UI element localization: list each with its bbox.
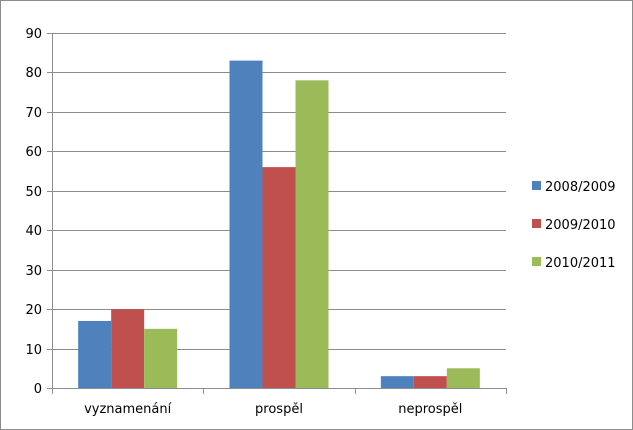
x-tick-label: prospěl (255, 402, 303, 417)
legend-swatch (532, 219, 541, 228)
bar (446, 368, 480, 388)
bar (229, 60, 263, 388)
legend-label: 2009/2010 (545, 218, 616, 233)
y-tick-labels: 0 10 20 30 40 50 60 70 80 90 (25, 27, 42, 397)
x-tick-labels: vyznamenání prospěl neprospěl (84, 402, 462, 417)
bar (144, 328, 178, 388)
bars (78, 60, 480, 388)
y-tick-label: 0 (34, 382, 42, 397)
bar (111, 309, 145, 388)
legend-swatch (532, 257, 541, 266)
legend-label: 2010/2011 (545, 256, 616, 271)
legend-label: 2008/2009 (545, 180, 616, 195)
axes (47, 33, 507, 394)
y-tick-label: 20 (25, 303, 42, 318)
bar (380, 376, 414, 388)
y-tick-label: 10 (25, 343, 42, 358)
bar (413, 376, 447, 388)
x-tick-label: vyznamenání (84, 402, 172, 417)
y-tick-label: 60 (25, 145, 42, 160)
bar (78, 320, 112, 388)
legend-swatch (532, 181, 541, 190)
y-tick-label: 50 (25, 185, 42, 200)
y-tick-label: 70 (25, 106, 42, 121)
bar (262, 167, 296, 388)
legend: 2008/2009 2009/2010 2010/2011 (532, 180, 616, 271)
bar (295, 80, 329, 388)
x-tick-label: neprospěl (398, 402, 462, 417)
y-tick-label: 90 (25, 27, 42, 42)
y-tick-label: 80 (25, 66, 42, 81)
y-tick-label: 40 (25, 224, 42, 239)
y-tick-label: 30 (25, 264, 42, 279)
